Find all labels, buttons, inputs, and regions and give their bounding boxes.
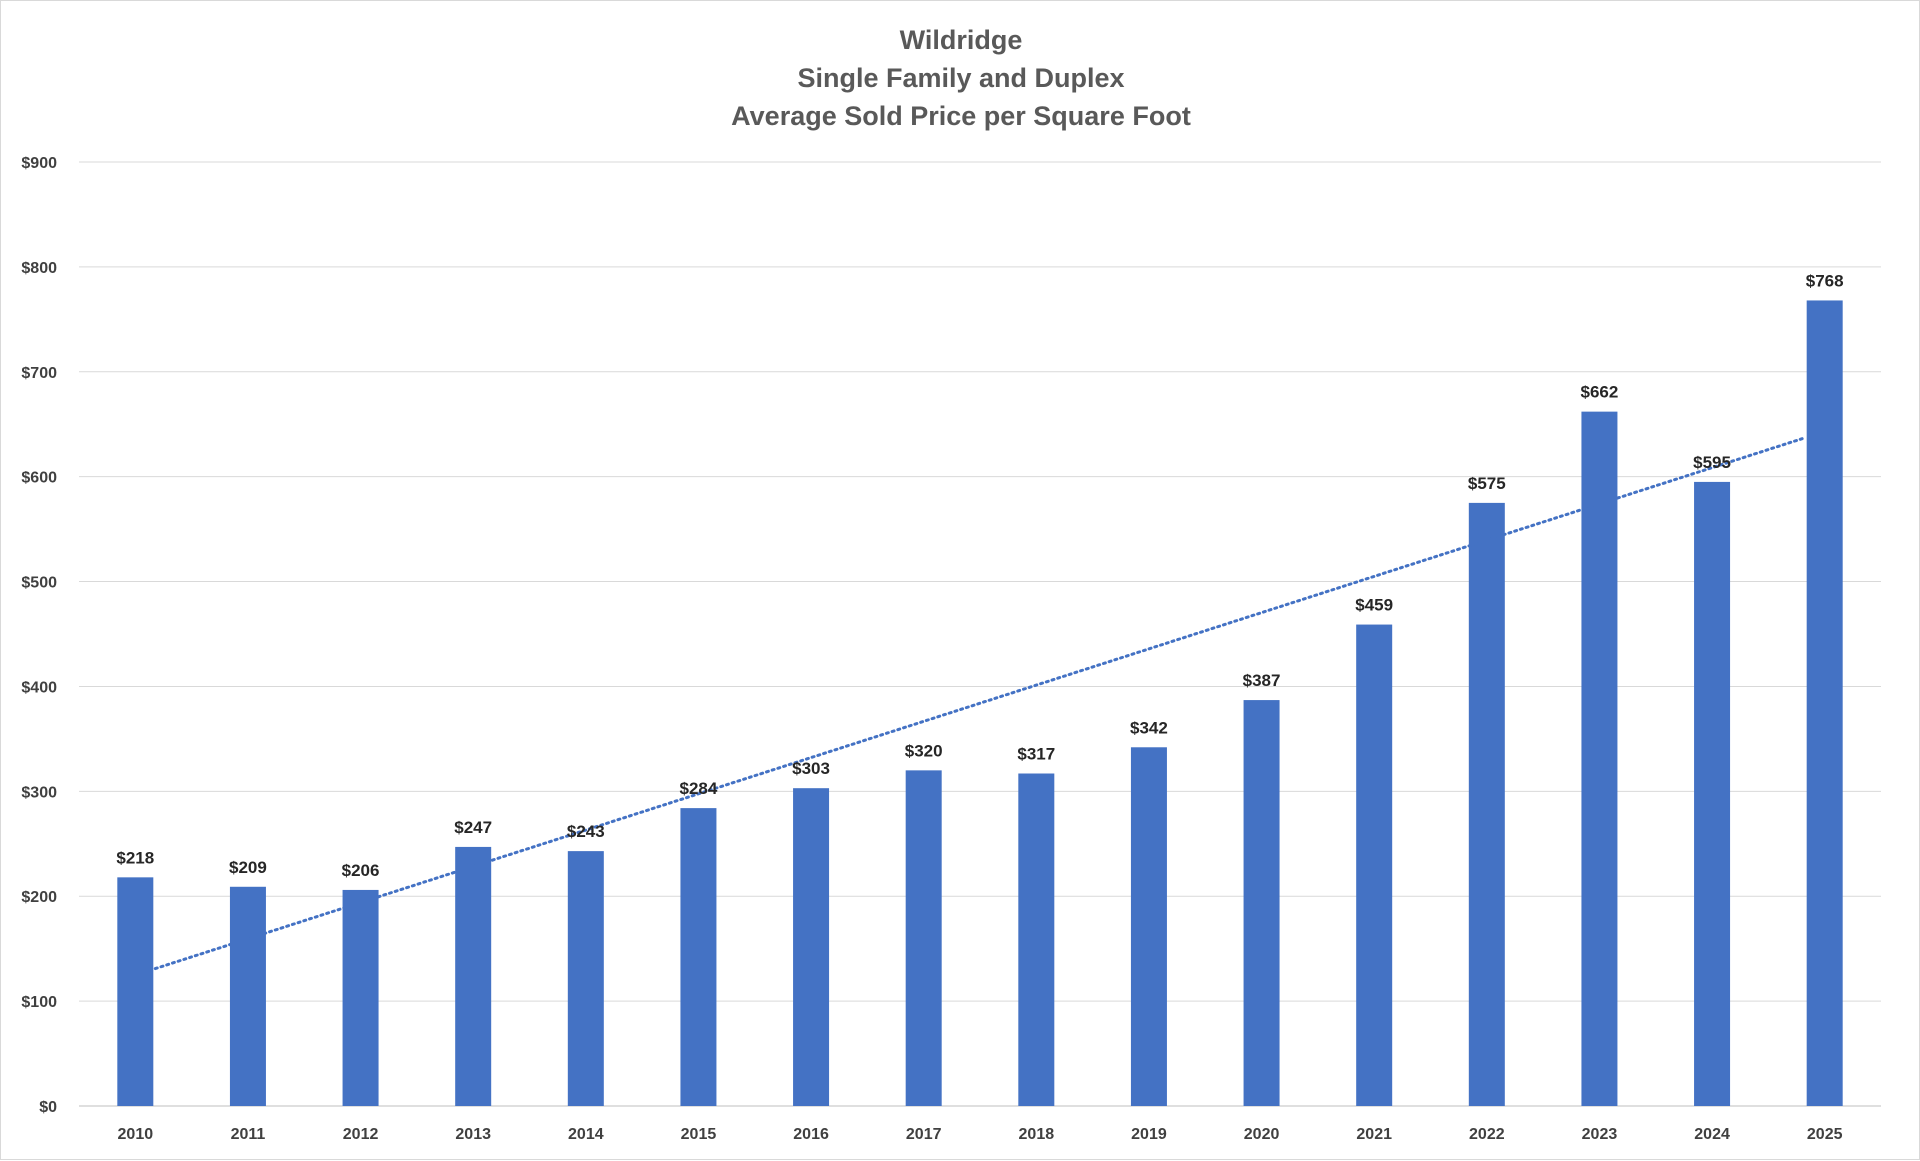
chart-title-line-2: Single Family and Duplex <box>797 63 1124 93</box>
x-tick-label: 2016 <box>793 1126 829 1143</box>
bar <box>1581 411 1618 1106</box>
x-axis-tick-labels: 2010 2011 2012 2013 2014 2015 2016 2017 2018 2019… <box>118 1126 1843 1143</box>
bar <box>229 886 266 1106</box>
bar <box>1130 747 1167 1106</box>
bars <box>117 300 1843 1106</box>
x-tick-label: 2011 <box>231 1126 266 1143</box>
data-label: $459 <box>1355 596 1393 615</box>
chart-title-line-3: Average Sold Price per Square Foot <box>731 101 1191 131</box>
data-label: $303 <box>792 759 830 778</box>
data-label: $595 <box>1693 453 1731 472</box>
y-tick-label: $300 <box>21 784 57 801</box>
y-tick-label: $100 <box>21 994 57 1011</box>
data-label: $284 <box>680 779 718 798</box>
data-label: $247 <box>454 818 492 837</box>
bar <box>455 846 492 1106</box>
bar <box>1018 773 1055 1106</box>
data-label: $218 <box>116 848 154 867</box>
x-tick-label: 2025 <box>1807 1126 1843 1143</box>
x-tick-label: 2015 <box>681 1126 717 1143</box>
trendline <box>153 436 1807 971</box>
data-label: $209 <box>229 858 267 877</box>
x-tick-label: 2010 <box>118 1126 154 1143</box>
bar <box>567 851 604 1106</box>
y-tick-label: $500 <box>21 575 57 592</box>
bar <box>680 808 717 1106</box>
x-tick-label: 2014 <box>568 1126 604 1143</box>
data-label: $768 <box>1806 271 1844 290</box>
chart-title: Wildridge Single Family and Duplex Avera… <box>731 25 1191 131</box>
bar <box>342 889 379 1106</box>
x-tick-label: 2017 <box>906 1126 942 1143</box>
trendline-group <box>153 436 1807 971</box>
data-label: $575 <box>1468 474 1506 493</box>
x-tick-label: 2022 <box>1469 1126 1505 1143</box>
chart-title-line-1: Wildridge <box>900 25 1023 55</box>
x-tick-label: 2024 <box>1694 1126 1730 1143</box>
bar <box>1243 700 1280 1106</box>
bar <box>1694 481 1731 1106</box>
bar <box>117 877 154 1106</box>
y-tick-label: $400 <box>21 679 57 696</box>
data-label: $387 <box>1243 671 1281 690</box>
data-label: $342 <box>1130 718 1168 737</box>
y-tick-label: $0 <box>39 1099 57 1116</box>
x-tick-label: 2021 <box>1356 1126 1392 1143</box>
y-axis-tick-labels: $0 $100 $200 $300 $400 $500 $600 $700 $800 $900 <box>21 155 57 1116</box>
bar <box>793 788 830 1106</box>
y-tick-label: $600 <box>21 470 57 487</box>
x-tick-label: 2023 <box>1582 1126 1618 1143</box>
y-tick-label: $800 <box>21 260 57 277</box>
data-label: $320 <box>905 741 943 760</box>
x-tick-label: 2019 <box>1131 1126 1167 1143</box>
x-tick-label: 2018 <box>1019 1126 1055 1143</box>
bar <box>1468 502 1505 1106</box>
bar <box>905 770 942 1106</box>
x-tick-label: 2013 <box>455 1126 491 1143</box>
data-label: $317 <box>1017 745 1055 764</box>
y-tick-label: $700 <box>21 365 57 382</box>
y-tick-label: $900 <box>21 155 57 172</box>
data-label: $206 <box>342 861 380 880</box>
data-labels: $218 $209 $206 $247 $243 $284 $303 $320 $317 $342… <box>116 271 1843 879</box>
bar <box>1806 300 1843 1106</box>
data-label: $662 <box>1581 383 1619 402</box>
data-label: $243 <box>567 822 605 841</box>
x-tick-label: 2012 <box>343 1126 379 1143</box>
y-tick-label: $200 <box>21 889 57 906</box>
x-tick-label: 2020 <box>1244 1126 1280 1143</box>
bar <box>1356 624 1393 1106</box>
